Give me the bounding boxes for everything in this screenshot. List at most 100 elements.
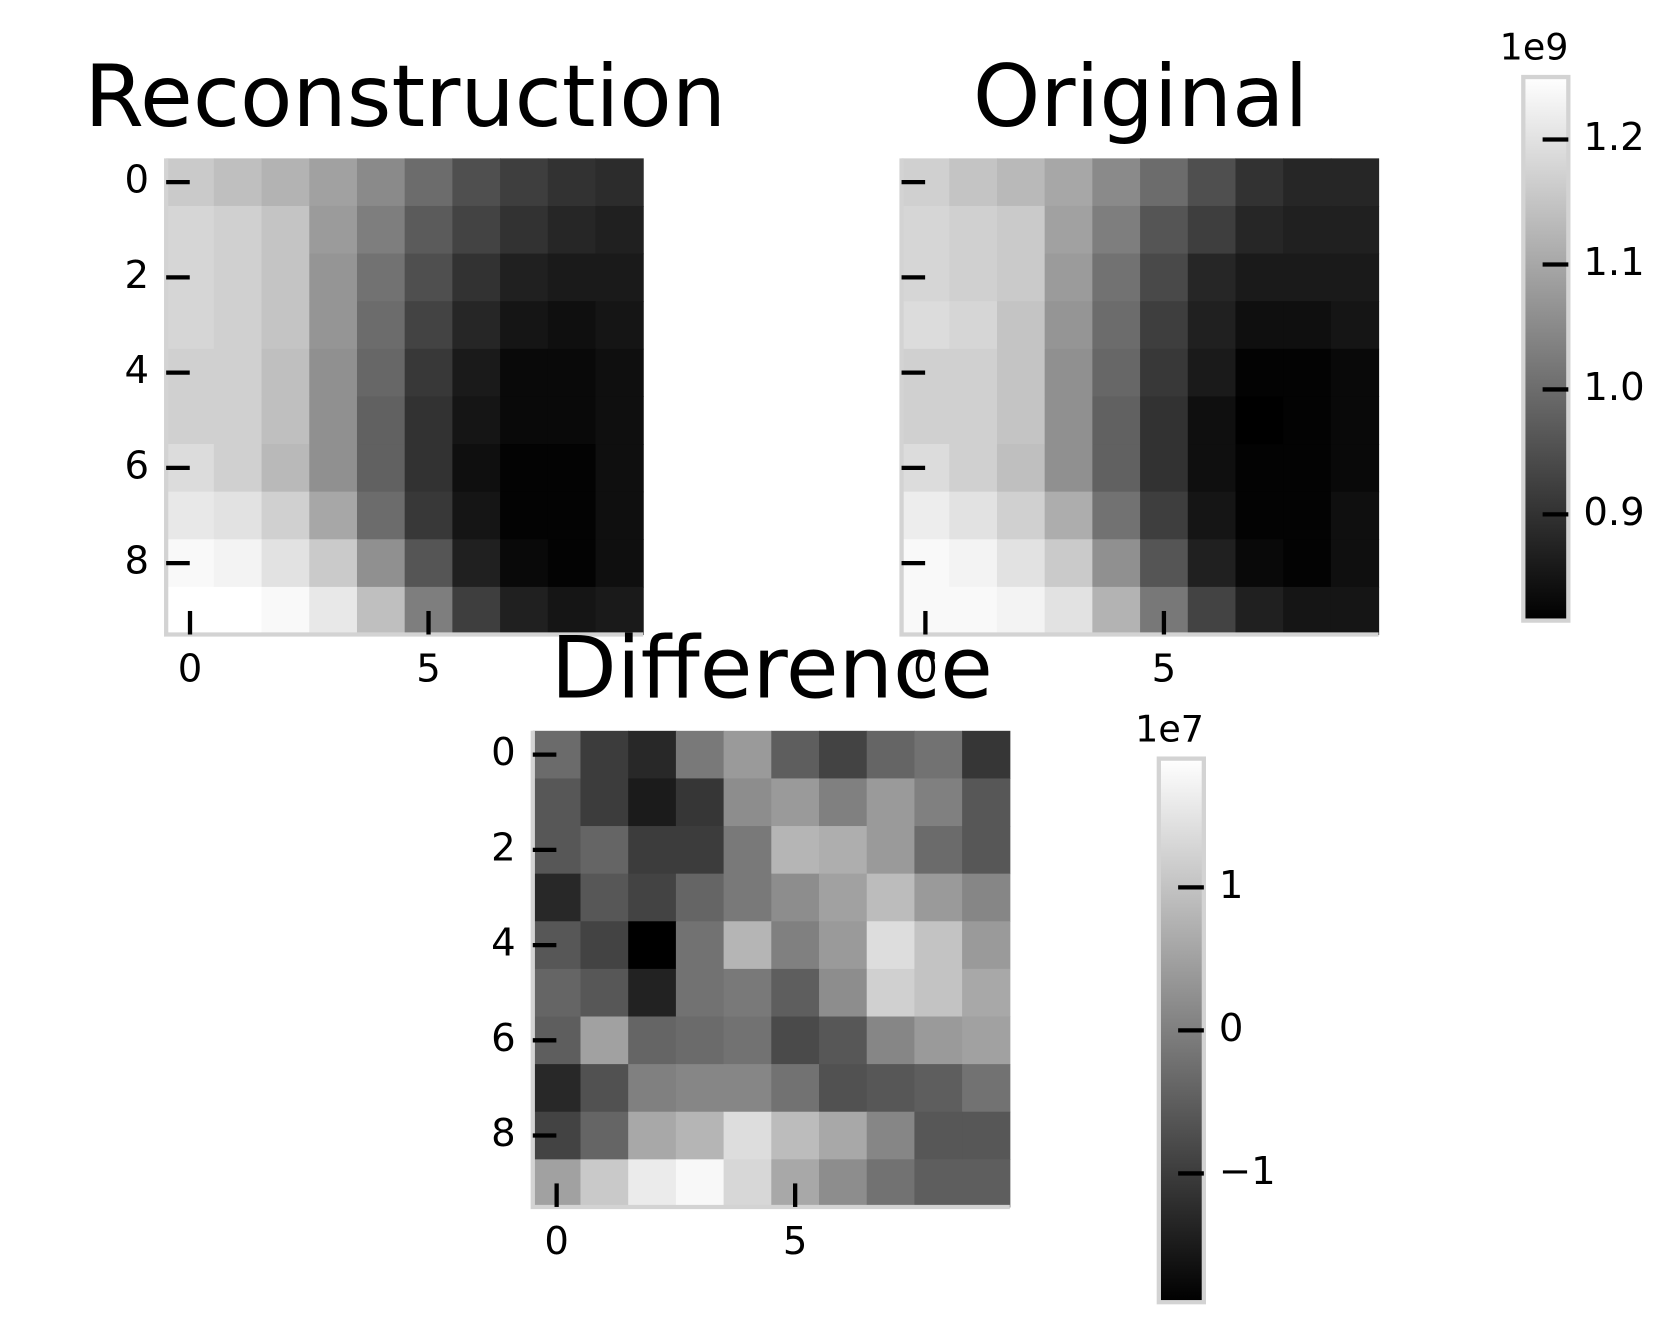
heatmap-cell: [914, 1064, 963, 1113]
heatmap-cell: [356, 396, 406, 445]
heatmap-cell: [452, 586, 501, 636]
heatmap-cell: [949, 348, 998, 397]
heatmap-cell: [213, 491, 263, 540]
heatmap-cell: [595, 253, 644, 302]
heatmap-cell: [1140, 253, 1189, 302]
heatmap-cell: [1187, 539, 1237, 588]
heatmap-cell: [996, 396, 1046, 445]
heatmap-cell: [1283, 253, 1332, 302]
heatmap-cell: [1044, 348, 1093, 397]
heatmap-cell: [1092, 444, 1141, 493]
axes-spine: [530, 730, 1010, 1210]
heatmap-cell: [901, 396, 950, 445]
heatmap-cell: [356, 444, 406, 493]
heatmap-cell: [500, 253, 549, 302]
heatmap-cell: [309, 205, 358, 255]
heatmap-cell: [866, 921, 915, 970]
heatmap-cell: [404, 348, 453, 397]
heatmap-cell: [452, 158, 501, 207]
colorbar-tick-label: 0: [1219, 1006, 1244, 1051]
heatmap-cell: [595, 444, 644, 493]
heatmap-cell: [866, 1064, 915, 1113]
heatmap-cell: [213, 444, 263, 493]
heatmap-cell: [1283, 205, 1332, 255]
heatmap-cell: [866, 778, 915, 827]
x-tick-label: 5: [1152, 646, 1177, 691]
heatmap-cell: [675, 1016, 725, 1065]
heatmap-cell: [675, 826, 725, 875]
heatmap-cell: [628, 826, 677, 875]
heatmap-cell: [996, 348, 1046, 397]
heatmap-cell: [914, 1016, 963, 1065]
heatmap-cell: [1283, 539, 1332, 588]
heatmap-cell: [996, 158, 1046, 207]
heatmap-cell: [547, 444, 597, 493]
heatmap-cell: [949, 396, 998, 445]
heatmap-cell: [1283, 586, 1332, 636]
heatmap-cell: [914, 873, 963, 922]
heatmap-cell: [1044, 253, 1093, 302]
heatmap-cell: [1330, 444, 1380, 493]
heatmap-cell: [404, 539, 453, 588]
heatmap-cell: [996, 539, 1046, 588]
heatmap-cell: [356, 539, 406, 588]
heatmap-cell: [1092, 158, 1141, 207]
heatmap-cell: [452, 348, 501, 397]
heatmap-cell: [866, 1111, 915, 1160]
panel-title: Reconstruction: [84, 47, 726, 147]
y-tick-label: 4: [491, 921, 516, 966]
axes-spine: [899, 158, 1379, 637]
heatmap-cell: [500, 301, 549, 350]
heatmap-cell: [771, 1111, 820, 1160]
heatmap-cell: [1283, 158, 1332, 207]
x-tick-label: 5: [783, 1219, 808, 1264]
heatmap-cell: [819, 968, 868, 1018]
heatmap-cell: [595, 205, 644, 255]
heatmap-cell: [866, 730, 915, 779]
heatmap-cell: [914, 1111, 963, 1160]
heatmap-cell: [580, 1064, 629, 1113]
heatmap-cell: [309, 539, 358, 588]
heatmap-cell: [1187, 205, 1237, 255]
heatmap-cell: [213, 539, 263, 588]
heatmap-cell: [996, 301, 1046, 350]
colorbar-offset: 1e7: [1135, 707, 1204, 750]
heatmap-cell: [309, 301, 358, 350]
heatmap-cell: [866, 1016, 915, 1065]
heatmap-cell: [261, 444, 310, 493]
heatmap-cell: [628, 1064, 677, 1113]
heatmap-cell: [500, 586, 549, 636]
panel-title: Difference: [551, 619, 993, 719]
heatmap-cell: [949, 158, 998, 207]
heatmap-cell: [500, 348, 549, 397]
heatmap-cell: [595, 491, 644, 540]
heatmap-cell: [213, 205, 263, 255]
x-tick-label: 0: [178, 646, 203, 691]
heatmap-cell: [404, 301, 453, 350]
heatmap-cell: [1092, 491, 1141, 540]
heatmap-cell: [901, 491, 950, 540]
heatmap-cell: [595, 301, 644, 350]
heatmap-cell: [1187, 253, 1237, 302]
heatmap-cell: [962, 1016, 1011, 1065]
heatmap-cell: [356, 348, 406, 397]
colorbar-tick-label: 0.9: [1583, 490, 1644, 535]
y-tick-label: 0: [124, 158, 149, 203]
colorbar-tick-label: 1.1: [1583, 240, 1644, 285]
heatmap-cell: [1187, 348, 1237, 397]
heatmap-cell: [1187, 491, 1237, 540]
heatmap-cell: [547, 586, 597, 636]
heatmap-cell: [819, 873, 868, 922]
y-tick-label: 6: [491, 1016, 516, 1061]
heatmap-cell: [1140, 444, 1189, 493]
heatmap-cell: [213, 158, 263, 207]
heatmap-cell: [1140, 491, 1189, 540]
heatmap-cell: [996, 205, 1046, 255]
heatmap-cell: [309, 348, 358, 397]
heatmap-cell: [771, 826, 820, 875]
heatmap-cell: [580, 873, 629, 922]
heatmap-cell: [962, 873, 1011, 922]
heatmap-cell: [771, 730, 820, 779]
heatmap-cell: [996, 586, 1046, 636]
